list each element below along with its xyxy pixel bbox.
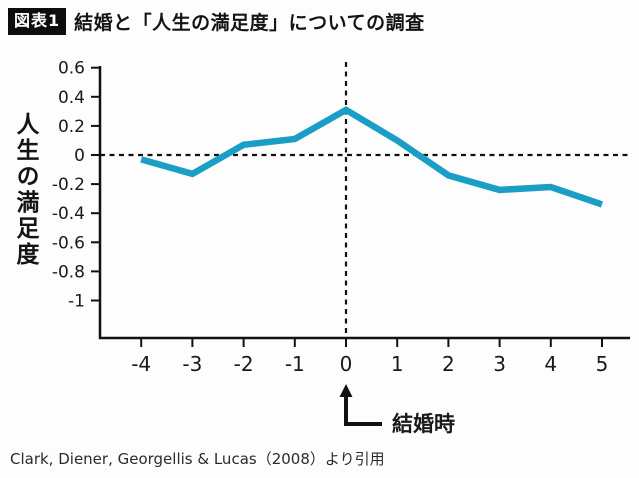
figure-number-badge: 図表1	[8, 8, 67, 35]
y-tick-label: 0.2	[58, 117, 85, 137]
y-tick-label: -0.4	[52, 204, 85, 224]
x-tick-label: 2	[442, 352, 455, 376]
x-tick-label: -2	[234, 352, 254, 376]
x-tick-label: 1	[391, 352, 404, 376]
x-tick-label: 0	[340, 352, 353, 376]
y-tick-label: 0.6	[58, 59, 85, 79]
x-tick-label: -3	[182, 352, 202, 376]
x-tick-label: -1	[285, 352, 305, 376]
arrow-head-up-icon	[339, 384, 353, 397]
x-tick-label: 5	[596, 352, 609, 376]
y-tick-label: -0.8	[52, 262, 85, 282]
x-tick-label: -4	[131, 352, 151, 376]
arrow-elbow-line	[344, 395, 382, 426]
figure-title: 結婚と「人生の満足度」についての調査	[74, 12, 425, 34]
chart-plot-area: 0.6 0.4 0.2 0 -0.2 -0.4 -0.6 -0.8 -1 -4 -3 -2 -1 0 1 2 3…	[52, 59, 630, 376]
x-tick-label: 4	[544, 352, 557, 376]
life-satisfaction-line	[140, 106, 604, 208]
marriage-time-annotation: 結婚時	[339, 384, 455, 436]
y-tick-label: 0	[74, 146, 85, 166]
source-citation: Clark, Diener, Georgellis & Lucas（2008）よ…	[10, 450, 385, 468]
y-tick-label: -0.2	[52, 175, 85, 195]
y-axis-label: 人生の満足度	[12, 112, 38, 268]
axis-lines	[98, 66, 630, 340]
y-tick-label: -1	[68, 292, 85, 312]
x-tick-label: 3	[493, 352, 506, 376]
y-tick-label: 0.4	[58, 88, 85, 108]
y-tick-label: -0.6	[52, 233, 85, 253]
marriage-time-label: 結婚時	[392, 412, 455, 436]
figure-header: 図表1 結婚と「人生の満足度」についての調査	[8, 8, 635, 35]
